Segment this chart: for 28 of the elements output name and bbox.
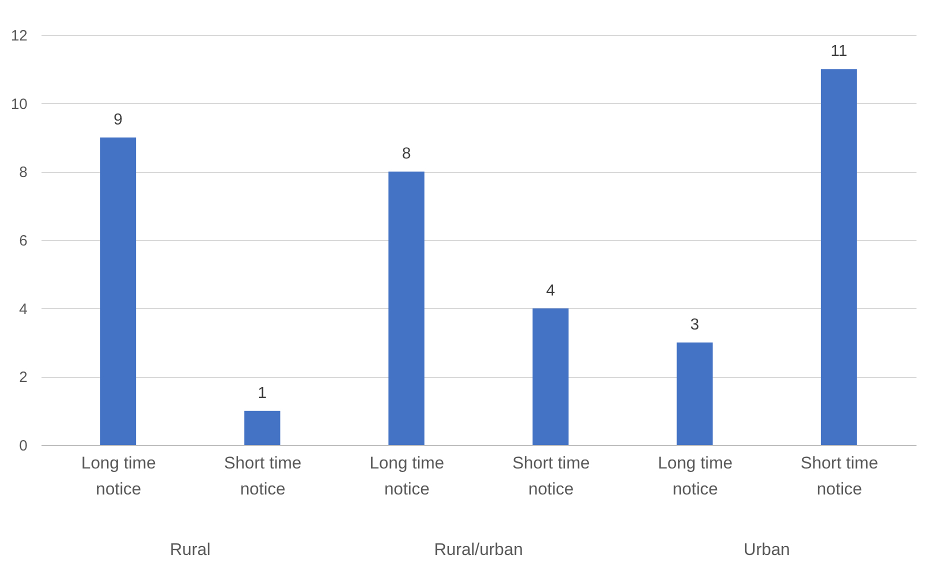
- text: Rural: [170, 540, 210, 559]
- data-label: 11: [830, 43, 848, 60]
- data-label: 3: [690, 316, 700, 334]
- bar: [532, 308, 569, 445]
- x-tick-label: Long time notice: [658, 454, 733, 498]
- x-tick-label: Short time notice: [224, 454, 302, 498]
- text: Rural/urban: [434, 540, 523, 559]
- bar: [100, 138, 136, 445]
- x-tick-label: Short time notice: [800, 454, 878, 498]
- y-tick-label: 12: [10, 28, 28, 44]
- bar: [244, 410, 280, 445]
- x-tick-label: Long time notice: [81, 454, 156, 498]
- bar: [820, 69, 857, 445]
- data-label: 1: [258, 384, 267, 402]
- x-tick-label: Short time notice: [512, 454, 590, 498]
- y-tick-label: 8: [19, 164, 28, 182]
- data-label: 4: [546, 282, 556, 300]
- bar: [676, 342, 713, 445]
- y-tick-label: 10: [10, 96, 28, 113]
- data-label: 8: [402, 146, 411, 163]
- bar: [388, 172, 424, 445]
- data-label: 9: [114, 112, 123, 128]
- x-tick-label: Long time notice: [370, 454, 444, 498]
- y-tick-label: 6: [19, 232, 28, 250]
- y-tick-label: 0: [19, 438, 28, 454]
- y-tick-label: 4: [19, 300, 28, 318]
- y-tick-label: 2: [19, 369, 28, 386]
- text: Urban: [744, 540, 790, 559]
